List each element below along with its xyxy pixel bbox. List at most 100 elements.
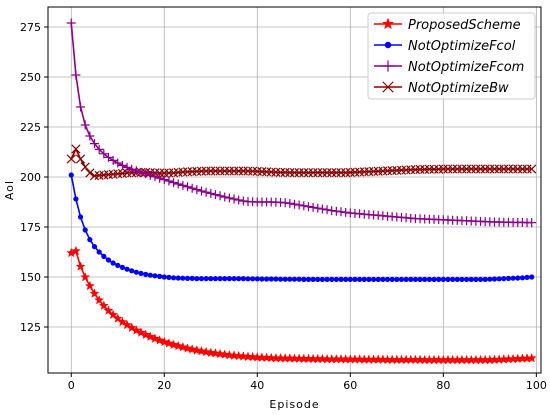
data-point-notoptimizefcol xyxy=(143,271,149,277)
data-point-notoptimizefcol xyxy=(180,275,186,281)
data-point-notoptimizefcom xyxy=(187,183,197,193)
data-point-notoptimizefcol xyxy=(189,275,195,281)
data-point-notoptimizefcom xyxy=(150,172,160,182)
data-point-notoptimizebw xyxy=(331,167,341,178)
data-point-notoptimizebw xyxy=(215,166,225,176)
plot-frame xyxy=(47,6,542,374)
data-point-notoptimizefcol xyxy=(82,227,88,233)
y-tick-label: 175 xyxy=(20,221,41,234)
legend-item: NotOptimizeFcol xyxy=(374,39,516,54)
data-point-notoptimizefcom xyxy=(299,201,309,211)
data-point-notoptimizefcol xyxy=(254,276,260,282)
data-point-notoptimizefcom xyxy=(108,155,118,165)
data-point-notoptimizefcol xyxy=(129,268,135,274)
data-point-notoptimizebw xyxy=(229,166,239,176)
data-point-notoptimizefcol xyxy=(291,276,298,282)
data-point-notoptimizefcom xyxy=(99,149,109,159)
data-point-notoptimizefcol xyxy=(487,276,493,282)
data-point-notoptimizebw xyxy=(313,167,323,178)
axis-ticks: 0 20 40 60 80 100 125 150 175 200 225 250 275 xyxy=(20,21,547,392)
data-point-notoptimizefcol xyxy=(468,276,474,282)
data-point-notoptimizefcom xyxy=(192,185,202,195)
data-point-notoptimizefcol xyxy=(524,274,530,280)
data-point-notoptimizebw xyxy=(275,167,286,178)
data-point-notoptimizefcol xyxy=(277,276,284,282)
data-point-notoptimizefcom xyxy=(229,194,239,204)
series-line-proposedscheme xyxy=(70,249,532,361)
data-point-notoptimizefcol xyxy=(501,276,507,282)
legend-marker xyxy=(381,17,395,30)
data-point-notoptimizebw xyxy=(303,167,314,178)
data-point-notoptimizefcol xyxy=(236,276,242,282)
data-point-notoptimizefcom xyxy=(113,158,123,168)
data-point-proposedscheme xyxy=(163,338,174,348)
legend-marker xyxy=(382,81,394,93)
data-point-proposedscheme xyxy=(205,347,216,358)
data-point-notoptimizebw xyxy=(517,164,528,174)
data-point-notoptimizefcom xyxy=(136,167,146,177)
data-point-notoptimizefcol xyxy=(101,253,107,259)
data-point-notoptimizefcol xyxy=(296,276,302,282)
data-point-notoptimizefcol xyxy=(170,275,177,281)
data-point-proposedscheme xyxy=(196,345,207,356)
data-point-proposedscheme xyxy=(89,288,100,298)
data-point-proposedscheme xyxy=(140,329,151,340)
data-point-notoptimizebw xyxy=(308,167,318,178)
data-point-notoptimizefcol xyxy=(496,276,502,282)
y-axis-label: AoI xyxy=(3,180,16,200)
data-point-notoptimizebw xyxy=(480,164,490,174)
data-point-notoptimizebw xyxy=(489,164,500,174)
data-point-notoptimizefcom xyxy=(127,164,137,174)
data-point-notoptimizefcol xyxy=(87,237,93,243)
data-point-notoptimizefcom xyxy=(159,175,169,185)
data-point-notoptimizefcom xyxy=(178,180,188,190)
data-point-notoptimizefcol xyxy=(384,276,391,282)
x-axis-label: Episode xyxy=(269,398,319,411)
data-point-notoptimizefcom xyxy=(131,166,141,176)
data-point-notoptimizefcol xyxy=(250,276,256,282)
x-tick-label: 20 xyxy=(157,379,171,392)
data-point-notoptimizebw xyxy=(494,164,504,174)
data-point-notoptimizefcol xyxy=(459,276,465,282)
data-point-notoptimizefcom xyxy=(145,170,155,180)
data-point-notoptimizefcol xyxy=(333,276,339,282)
data-point-proposedscheme xyxy=(126,322,137,333)
data-point-notoptimizebw xyxy=(210,166,221,176)
x-tick-label: 0 xyxy=(68,379,75,392)
data-point-proposedscheme xyxy=(84,280,95,291)
data-point-notoptimizefcom xyxy=(80,120,90,130)
data-point-proposedscheme xyxy=(103,305,114,315)
data-point-notoptimizefcol xyxy=(273,276,279,282)
data-point-notoptimizefcol xyxy=(73,196,79,202)
data-point-notoptimizebw xyxy=(424,164,435,174)
series-notoptimizebw xyxy=(66,144,537,181)
data-point-notoptimizebw xyxy=(475,164,486,174)
data-point-notoptimizefcom xyxy=(196,186,206,196)
legend-marker xyxy=(384,41,392,49)
y-tick-label: 125 xyxy=(20,321,41,334)
data-point-notoptimizefcol xyxy=(119,264,126,270)
data-point-notoptimizebw xyxy=(457,164,467,174)
data-point-notoptimizebw xyxy=(471,164,481,174)
data-point-notoptimizefcol xyxy=(226,276,232,282)
data-point-notoptimizebw xyxy=(415,164,425,175)
data-point-notoptimizefcol xyxy=(403,276,409,282)
data-point-notoptimizebw xyxy=(527,164,537,174)
data-point-notoptimizebw xyxy=(234,166,244,176)
data-point-notoptimizefcom xyxy=(234,195,244,205)
data-point-notoptimizebw xyxy=(71,144,81,154)
series-line-notoptimizebw xyxy=(70,147,532,177)
data-point-notoptimizebw xyxy=(508,164,518,174)
data-point-notoptimizefcom xyxy=(527,218,537,228)
data-point-notoptimizefcol xyxy=(366,276,372,282)
legend-label: ProposedScheme xyxy=(408,18,521,33)
data-point-notoptimizefcol xyxy=(491,276,498,282)
data-point-notoptimizefcol xyxy=(347,276,353,282)
data-point-notoptimizefcol xyxy=(305,276,312,282)
data-point-proposedscheme xyxy=(108,309,119,320)
data-point-notoptimizefcol xyxy=(184,275,191,281)
data-point-notoptimizefcol xyxy=(231,276,237,282)
data-point-proposedscheme xyxy=(233,350,244,361)
y-tick-label: 275 xyxy=(20,21,41,34)
data-point-notoptimizefcom xyxy=(290,199,299,209)
